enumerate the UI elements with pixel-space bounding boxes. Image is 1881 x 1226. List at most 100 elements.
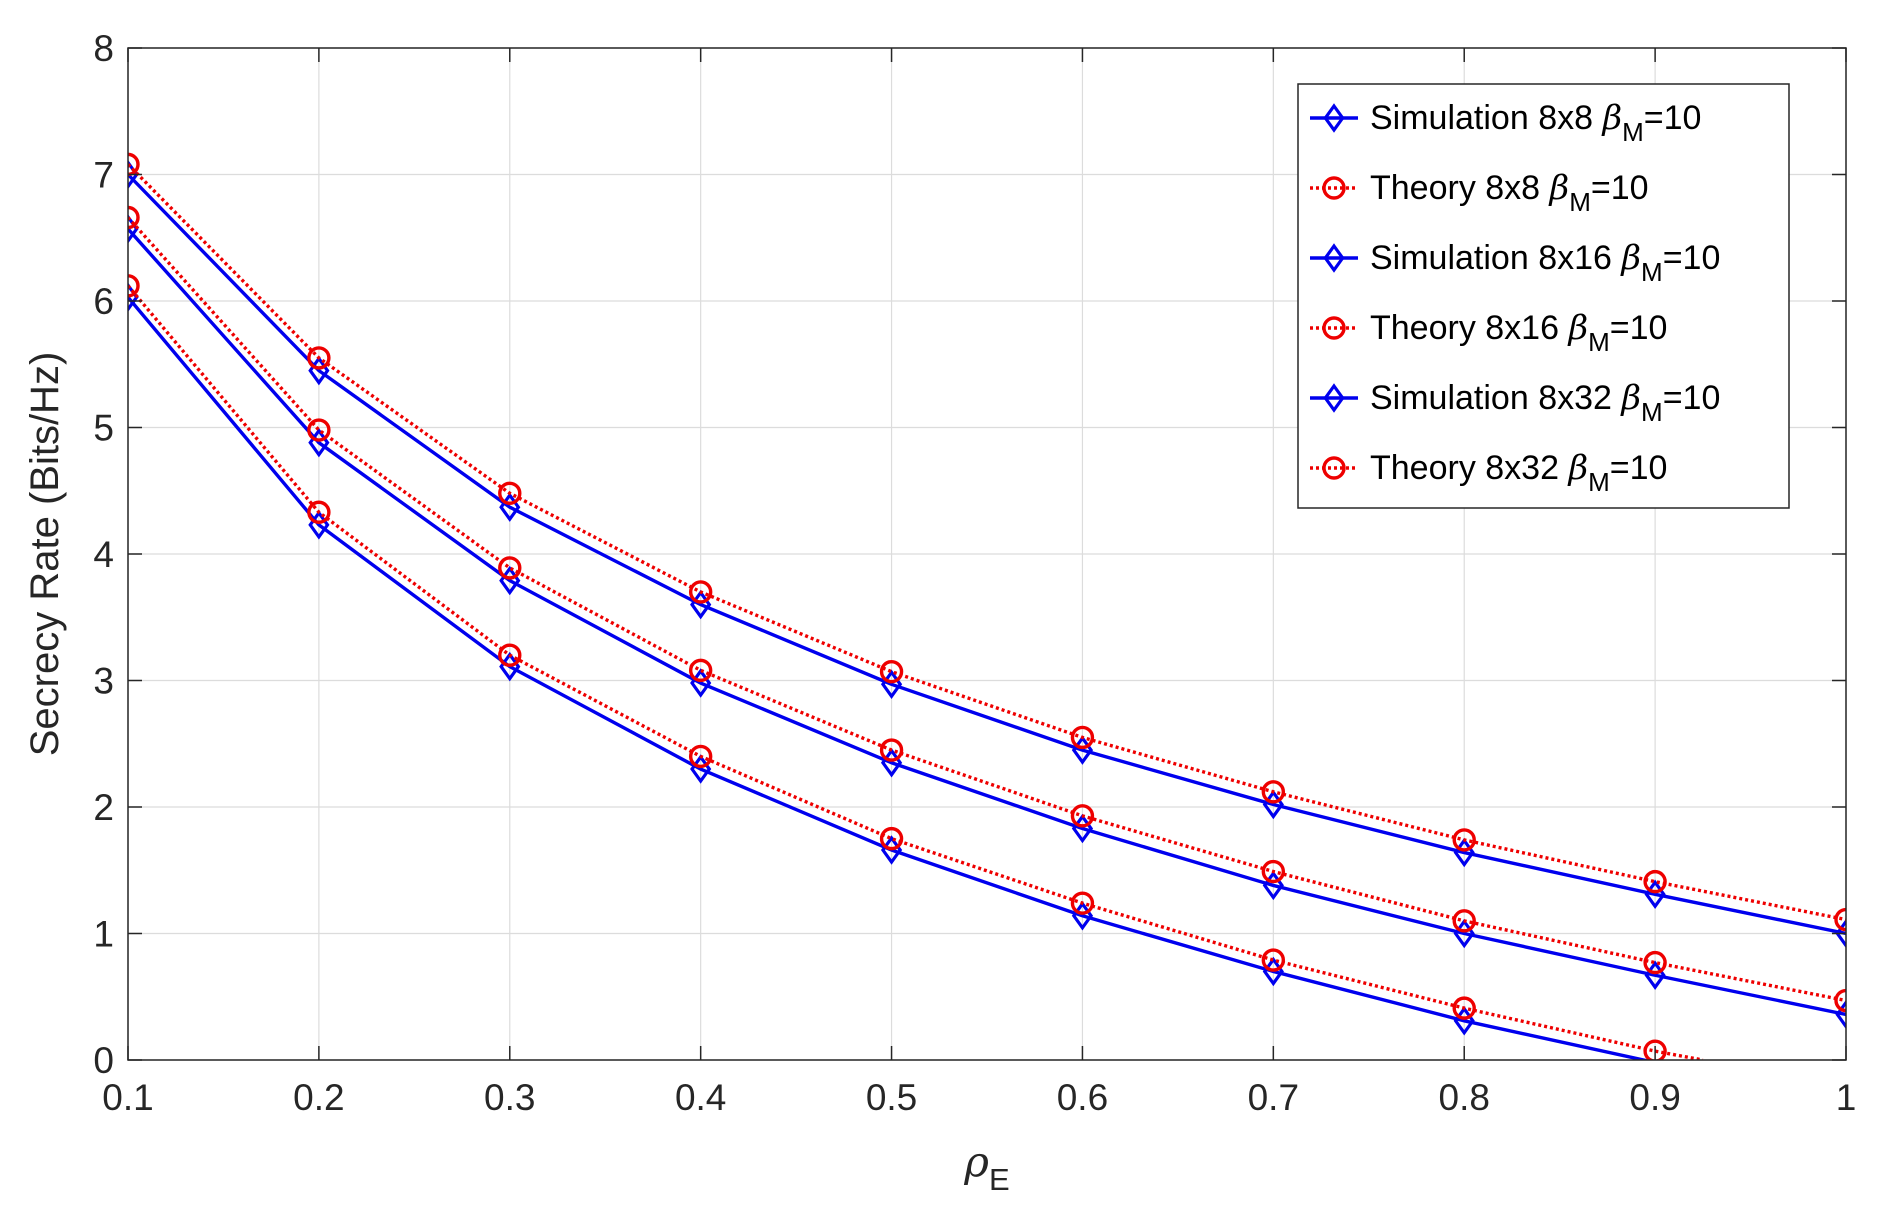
- y-tick-label: 7: [93, 155, 114, 196]
- legend-label-subscript: M: [1622, 117, 1644, 147]
- x-tick-label: 0.8: [1439, 1077, 1490, 1118]
- legend-label-suffix: =10: [1610, 449, 1668, 487]
- legend-label: Simulation 8x32 βM=10: [1370, 378, 1720, 427]
- data-point-marker: [879, 659, 904, 684]
- data-point-marker: [1834, 988, 1846, 1013]
- legend-label-subscript: M: [1588, 327, 1610, 357]
- x-tick-label: 0.3: [484, 1077, 535, 1118]
- legend-label-greek: β: [1566, 308, 1588, 348]
- data-point-marker: [128, 152, 140, 177]
- legend-marker: [1323, 103, 1345, 133]
- data-point-marker: [307, 500, 331, 524]
- x-axis-title-subscript: E: [989, 1162, 1010, 1197]
- legend-entry: Theory 8x16 βM=10: [1310, 308, 1667, 357]
- legend-label-suffix: =10: [1644, 99, 1702, 137]
- series-line: [128, 284, 1704, 1060]
- y-tick-label: 5: [93, 408, 114, 449]
- data-point-marker: [1070, 804, 1095, 828]
- series-layer: [128, 152, 1846, 1060]
- data-point-marker: [1452, 828, 1476, 852]
- legend-marker: [1323, 243, 1345, 273]
- data-point-marker: [1834, 907, 1846, 932]
- legend-label-text: Simulation 8x32: [1370, 379, 1621, 417]
- legend-label: Simulation 8x16 βM=10: [1370, 238, 1720, 287]
- legend-label-suffix: =10: [1663, 379, 1721, 417]
- legend-marker: [1323, 383, 1345, 413]
- x-tick-label: 0.9: [1629, 1077, 1680, 1118]
- legend-label-greek: β: [1548, 168, 1570, 208]
- x-tick-label: 0.5: [866, 1077, 917, 1118]
- x-axis-title: ρE: [963, 1137, 1009, 1197]
- data-point-marker: [1452, 909, 1476, 933]
- legend-marker: [1322, 176, 1346, 200]
- data-point-marker: [128, 205, 140, 230]
- y-tick-label: 4: [93, 534, 114, 575]
- data-point-marker: [498, 481, 522, 505]
- legend-label: Theory 8x32 βM=10: [1370, 448, 1667, 497]
- y-tick-label: 6: [93, 281, 114, 322]
- data-point-marker: [1643, 950, 1667, 975]
- series-theory-8x8-m-10: [128, 152, 1846, 932]
- series-theory-8x16-m-10: [128, 205, 1846, 1013]
- data-point-marker: [879, 738, 904, 762]
- legend-label: Theory 8x8 βM=10: [1370, 168, 1649, 217]
- legend-entry: Theory 8x32 βM=10: [1310, 448, 1667, 497]
- data-point-marker: [307, 346, 331, 370]
- data-point-marker: [688, 658, 713, 683]
- x-tick-label: 0.4: [675, 1077, 726, 1118]
- legend-label-text: Simulation 8x8: [1370, 99, 1602, 137]
- legend-label-greek: β: [1619, 238, 1641, 278]
- legend-marker: [1322, 456, 1346, 480]
- y-tick-label: 2: [93, 787, 114, 828]
- data-point-marker: [128, 274, 140, 298]
- legend-label: Theory 8x16 βM=10: [1370, 308, 1667, 357]
- series-line: [128, 173, 1846, 936]
- legend-label-text: Theory 8x8: [1370, 169, 1550, 207]
- legend-label: Simulation 8x8 βM=10: [1370, 98, 1701, 147]
- legend-label-greek: β: [1619, 378, 1641, 418]
- legend-label-text: Simulation 8x16: [1370, 239, 1621, 277]
- legend-label-greek: β: [1600, 98, 1622, 138]
- tick-labels: 0.1 0.2 0.3 0.4 0.5 0.6 0.7 0.8 0.9 1 0 1 2 3 4 5 6 7 8: [93, 28, 1856, 1118]
- y-tick-label: 1: [93, 914, 114, 955]
- data-point-marker: [498, 643, 522, 667]
- data-point-marker: [688, 580, 713, 604]
- legend-entry: Simulation 8x8 βM=10: [1310, 98, 1701, 147]
- legend-label-suffix: =10: [1610, 309, 1668, 347]
- legend-label-text: Theory 8x32: [1370, 449, 1568, 487]
- x-tick-label: 0.2: [293, 1077, 344, 1118]
- data-point-marker: [1643, 1039, 1667, 1060]
- x-axis-title-symbol: ρ: [963, 1137, 989, 1186]
- data-point-marker: [1452, 996, 1476, 1020]
- legend-label-subscript: M: [1588, 467, 1610, 497]
- legend-marker: [1322, 316, 1346, 340]
- x-tick-label: 0.7: [1248, 1077, 1299, 1118]
- data-point-marker: [1070, 891, 1095, 915]
- y-axis-title: Secrecy Rate (Bits/Hz): [23, 352, 67, 757]
- data-point-marker: [307, 418, 331, 442]
- y-tick-label: 8: [93, 28, 114, 69]
- legend-label-subscript: M: [1569, 187, 1591, 217]
- legend-label-suffix: =10: [1591, 169, 1649, 207]
- axis-ticks: [127, 47, 1847, 1061]
- legend-entry: Simulation 8x16 βM=10: [1310, 238, 1720, 287]
- legend-label-suffix: =10: [1663, 239, 1721, 277]
- data-point-marker: [1261, 780, 1286, 804]
- legend-entry: Theory 8x8 βM=10: [1310, 168, 1649, 217]
- series-line: [128, 163, 1846, 922]
- series-line: [128, 227, 1846, 1017]
- legend-box: [1297, 83, 1790, 509]
- data-point-marker: [1643, 869, 1667, 894]
- legend-label-greek: β: [1566, 448, 1588, 488]
- data-point-marker: [688, 744, 713, 769]
- data-point-marker: [1261, 948, 1286, 972]
- series-line: [128, 216, 1846, 1003]
- x-tick-label: 0.1: [102, 1077, 153, 1118]
- data-point-marker: [879, 826, 904, 851]
- legend-label-text: Theory 8x16: [1370, 309, 1568, 347]
- data-point-marker: [498, 556, 522, 580]
- legend-entry: Simulation 8x32 βM=10: [1310, 378, 1720, 427]
- x-tick-label: 1: [1836, 1077, 1857, 1118]
